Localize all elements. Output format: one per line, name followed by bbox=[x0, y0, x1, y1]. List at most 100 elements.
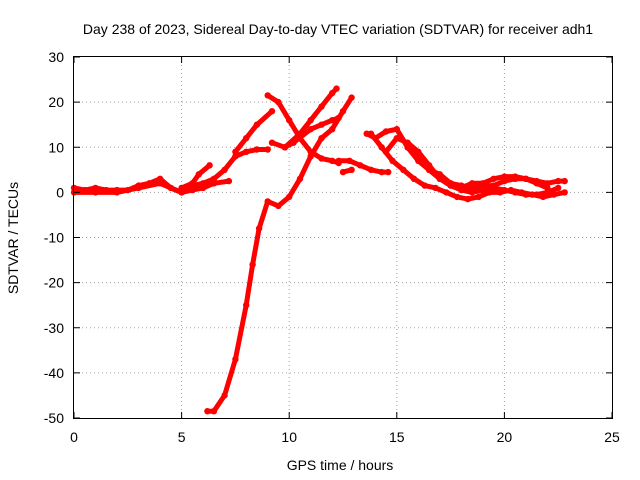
data-point bbox=[555, 184, 562, 192]
data-point bbox=[318, 103, 325, 110]
data-point bbox=[329, 89, 336, 97]
data-point bbox=[393, 126, 400, 133]
y-tick-label: 20 bbox=[48, 94, 64, 110]
data-point bbox=[296, 130, 304, 137]
data-point bbox=[378, 144, 385, 151]
y-tick-label: -30 bbox=[44, 320, 64, 336]
data-point bbox=[378, 168, 385, 176]
data-point bbox=[501, 177, 508, 185]
x-tick-label: 0 bbox=[70, 429, 78, 445]
x-axis-title: GPS time / hours bbox=[287, 457, 394, 473]
data-point bbox=[286, 193, 293, 201]
data-point bbox=[156, 175, 164, 182]
data-point bbox=[307, 126, 314, 133]
data-point bbox=[206, 162, 213, 169]
data-point bbox=[135, 184, 142, 192]
data-point bbox=[255, 225, 263, 232]
data-point bbox=[393, 135, 400, 142]
data-point bbox=[348, 94, 355, 101]
data-point bbox=[221, 392, 228, 399]
data-point bbox=[479, 186, 487, 194]
data-point bbox=[189, 180, 196, 187]
data-point bbox=[522, 175, 530, 182]
data-point bbox=[264, 92, 271, 99]
data-point bbox=[253, 121, 261, 128]
data-point bbox=[243, 148, 250, 155]
y-tick-label: 0 bbox=[56, 184, 64, 200]
data-point bbox=[490, 184, 497, 192]
data-point bbox=[210, 180, 218, 187]
y-axis-title: SDTVAR / TECUs bbox=[5, 182, 21, 294]
data-point bbox=[367, 166, 375, 173]
data-point bbox=[458, 186, 465, 194]
y-tick-label: 10 bbox=[48, 139, 64, 155]
data-point bbox=[318, 155, 325, 162]
data-point bbox=[296, 175, 304, 182]
y-tick-label: -40 bbox=[44, 365, 64, 381]
data-point bbox=[92, 189, 99, 196]
data-point bbox=[318, 135, 325, 142]
data-point bbox=[275, 98, 282, 106]
data-point bbox=[410, 175, 418, 182]
tick-layer: 0 5 10 15 20 25 -50 -40 -30 -20 -10 0 10 20 30 bbox=[44, 49, 620, 445]
data-point bbox=[243, 135, 250, 142]
data-point bbox=[232, 153, 239, 160]
data-point bbox=[443, 189, 450, 196]
data-point bbox=[178, 184, 185, 192]
data-point bbox=[348, 166, 355, 173]
data-point bbox=[264, 198, 271, 205]
data-point bbox=[243, 302, 250, 309]
data-point bbox=[281, 144, 289, 151]
data-point bbox=[400, 166, 407, 173]
data-point bbox=[561, 177, 568, 185]
data-point bbox=[501, 173, 508, 180]
data-point bbox=[264, 146, 271, 153]
data-point bbox=[178, 189, 185, 196]
data-point bbox=[357, 162, 364, 169]
data-point bbox=[479, 180, 487, 187]
plot-frame bbox=[73, 56, 613, 419]
data-point bbox=[561, 189, 568, 196]
data-point bbox=[307, 117, 314, 124]
data-point bbox=[385, 168, 392, 176]
data-point bbox=[167, 184, 174, 192]
data-point bbox=[468, 189, 476, 196]
x-tick-label: 5 bbox=[178, 429, 186, 445]
data-point bbox=[421, 182, 428, 189]
data-point bbox=[367, 130, 375, 137]
data-point bbox=[92, 184, 99, 192]
data-point bbox=[339, 168, 347, 176]
x-tick-label: 25 bbox=[604, 429, 620, 445]
data-point bbox=[533, 191, 540, 198]
data-point bbox=[425, 166, 433, 173]
x-tick-label: 15 bbox=[389, 429, 405, 445]
chart-title: Day 238 of 2023, Sidereal Day-to-day VTE… bbox=[83, 21, 593, 37]
data-point bbox=[221, 166, 228, 173]
data-point bbox=[339, 108, 347, 115]
data-point bbox=[275, 202, 282, 210]
data-point bbox=[533, 180, 540, 187]
data-point bbox=[204, 408, 211, 415]
y-tick-label: -20 bbox=[44, 275, 64, 291]
data-point bbox=[232, 148, 239, 155]
data-point bbox=[335, 157, 342, 164]
data-point bbox=[268, 108, 276, 115]
data-point bbox=[468, 180, 476, 187]
x-tick-label: 10 bbox=[281, 429, 297, 445]
data-point bbox=[249, 261, 256, 268]
data-point bbox=[156, 180, 164, 187]
data-point bbox=[475, 193, 482, 201]
series-track-8 bbox=[204, 95, 355, 414]
data-point bbox=[415, 153, 422, 160]
data-point bbox=[447, 182, 454, 189]
y-tick-label: 30 bbox=[48, 49, 64, 65]
data-point bbox=[346, 157, 353, 164]
data-point bbox=[404, 139, 411, 146]
data-point bbox=[286, 117, 293, 124]
data-point bbox=[329, 157, 336, 164]
series-layer bbox=[70, 85, 568, 415]
data-point bbox=[199, 184, 207, 192]
y-tick-label: -10 bbox=[44, 230, 64, 246]
data-point bbox=[210, 175, 218, 182]
